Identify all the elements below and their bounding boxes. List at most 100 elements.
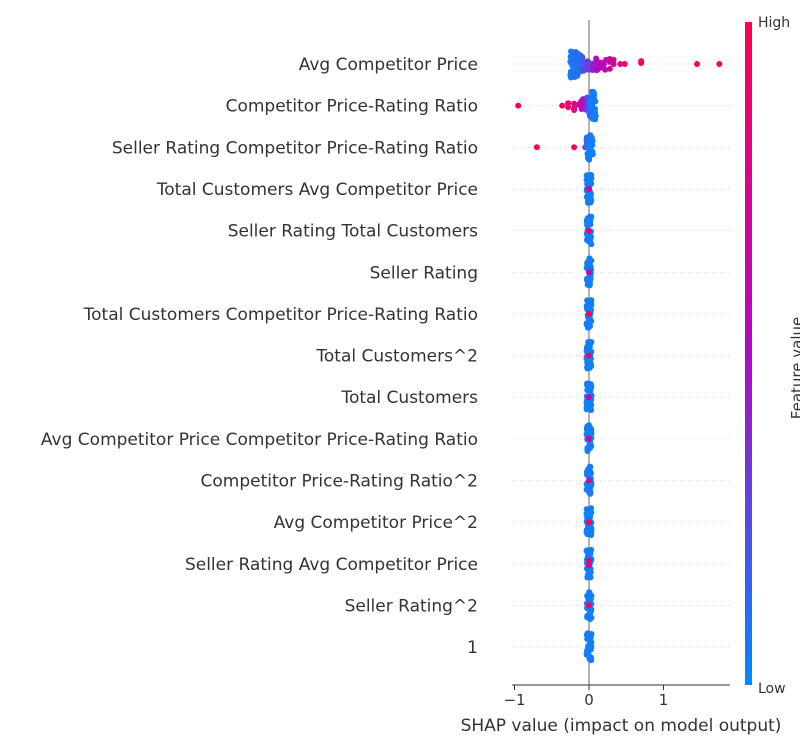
- feature-label: Avg Competitor Price^2: [274, 513, 478, 533]
- shap-point: [694, 61, 701, 67]
- feature-label: Competitor Price-Rating Ratio: [226, 97, 478, 117]
- x-tick-label: 0: [584, 691, 594, 709]
- shap-point: [586, 185, 592, 192]
- shap-point: [559, 102, 566, 109]
- shap-point: [587, 425, 594, 432]
- shap-point: [586, 213, 593, 220]
- shap-point: [586, 387, 593, 394]
- shap-point: [579, 66, 586, 73]
- shap-point: [716, 61, 723, 67]
- shap-point: [584, 66, 591, 73]
- feature-label: Total Customers Avg Competitor Price: [156, 180, 478, 200]
- shap-point: [617, 61, 624, 67]
- shap-point: [590, 92, 597, 99]
- shap-point: [586, 477, 592, 484]
- colorbar: [745, 22, 752, 685]
- shap-point: [584, 650, 591, 657]
- shap-point: [588, 383, 595, 390]
- shap-point: [583, 193, 590, 200]
- feature-label: Total Customers^2: [315, 347, 478, 367]
- shap-point: [587, 218, 594, 225]
- shap-point: [587, 490, 594, 497]
- shap-point: [589, 115, 596, 122]
- shap-point: [638, 58, 645, 65]
- feature-label: Seller Rating Avg Competitor Price: [185, 555, 478, 575]
- shap-point: [586, 317, 593, 324]
- shap-point: [583, 277, 590, 284]
- feature-labels: Avg Competitor Price Competitor Price-Rat…: [41, 55, 478, 658]
- shap-point: [586, 602, 592, 609]
- shap-point: [588, 297, 595, 304]
- shap-point: [579, 54, 586, 61]
- shap-point: [587, 550, 594, 557]
- feature-label: Avg Competitor Price Competitor Price-Ra…: [41, 430, 478, 450]
- shap-point: [602, 66, 609, 73]
- shap-point: [586, 154, 593, 161]
- shap-point: [588, 431, 595, 438]
- shap-point: [595, 59, 602, 66]
- row-guides: [512, 63, 730, 648]
- shap-point: [585, 178, 592, 185]
- shap-point: [570, 52, 577, 59]
- feature-label: Avg Competitor Price: [299, 55, 478, 75]
- shap-point: [586, 611, 593, 618]
- shap-point: [591, 99, 598, 106]
- x-axis-label: SHAP value (impact on model output): [461, 716, 782, 736]
- x-axis-ticks: −1 0 1: [503, 685, 668, 709]
- shap-point: [610, 61, 617, 68]
- shap-point: [586, 644, 593, 651]
- shap-point: [587, 339, 594, 346]
- shap-point: [587, 199, 594, 206]
- shap-point: [584, 306, 591, 313]
- shap-points: [515, 48, 723, 664]
- shap-point: [585, 632, 592, 639]
- shap-point: [621, 61, 628, 67]
- shap-point: [583, 486, 590, 493]
- shap-point: [584, 471, 591, 478]
- shap-point: [586, 322, 593, 329]
- shap-point: [583, 404, 590, 411]
- shap-point: [586, 519, 592, 526]
- shap-point: [586, 352, 592, 359]
- shap-point: [586, 281, 593, 288]
- shap-point: [515, 102, 522, 109]
- x-tick-label: −1: [503, 691, 525, 709]
- shap-point: [586, 557, 592, 564]
- shap-point: [586, 149, 593, 156]
- shap-point: [586, 394, 592, 401]
- shap-point: [588, 654, 595, 661]
- feature-label: Total Customers Competitor Price-Rating …: [83, 305, 478, 325]
- feature-label: Seller Rating Total Customers: [228, 222, 478, 242]
- x-tick-label: 1: [659, 691, 669, 709]
- shap-point: [584, 236, 591, 243]
- shap-point: [586, 443, 593, 450]
- shap-point: [584, 574, 591, 581]
- shap-point: [584, 222, 591, 229]
- shap-point: [610, 56, 617, 63]
- feature-label: 1: [467, 638, 478, 658]
- shap-point: [571, 144, 578, 151]
- shap-point: [584, 466, 591, 473]
- shap-point: [586, 435, 592, 442]
- shap-point: [600, 61, 607, 68]
- shap-point: [584, 363, 591, 370]
- shap-point: [533, 144, 540, 151]
- shap-point: [584, 531, 591, 538]
- shap-point: [586, 562, 592, 569]
- feature-label: Seller Rating^2: [345, 596, 478, 616]
- shap-point: [571, 106, 578, 113]
- shap-point: [586, 310, 592, 317]
- shap-point: [588, 141, 595, 148]
- shap-point: [585, 594, 592, 601]
- shap-point: [586, 269, 592, 276]
- shap-point: [586, 227, 592, 234]
- colorbar-title: Feature value: [788, 317, 800, 419]
- shap-point: [587, 513, 594, 520]
- feature-label: Seller Rating: [370, 263, 478, 283]
- feature-label: Competitor Price-Rating Ratio^2: [201, 472, 478, 492]
- colorbar-low-label: Low: [758, 681, 786, 697]
- feature-label: Seller Rating Competitor Price-Rating Ra…: [112, 138, 478, 158]
- colorbar-high-label: High: [758, 15, 790, 31]
- shap-point: [592, 109, 599, 116]
